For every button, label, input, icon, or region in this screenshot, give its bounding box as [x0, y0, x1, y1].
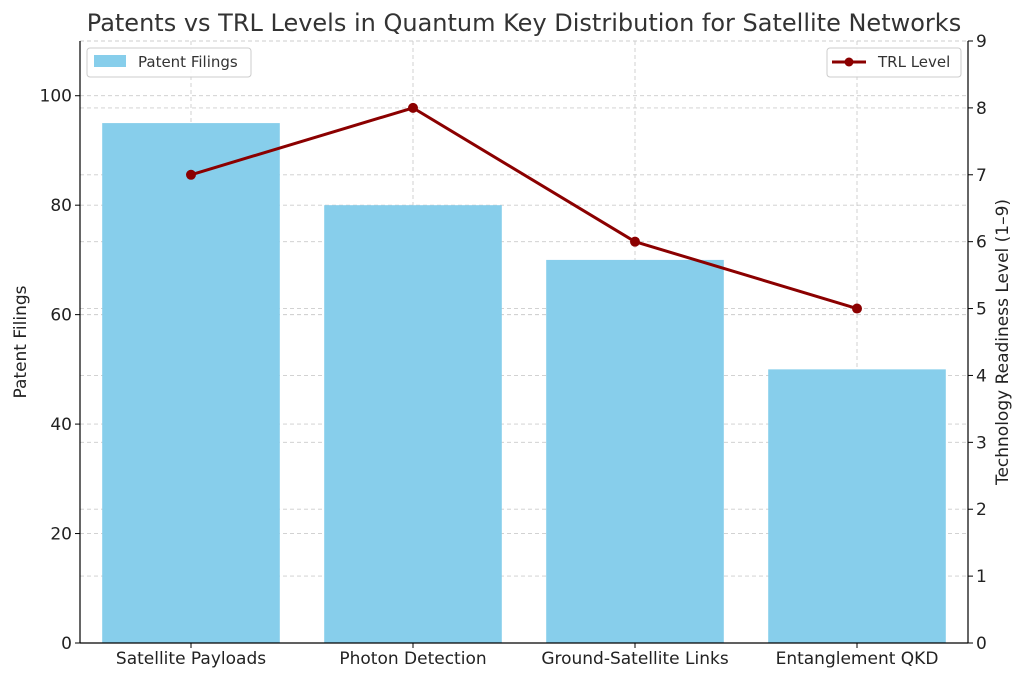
x-tick-label: Ground-Satellite Links [541, 649, 729, 669]
legend-line-marker [845, 58, 854, 67]
y2-tick-label: 0 [976, 634, 987, 654]
x-tick-label: Entanglement QKD [776, 649, 939, 669]
y2-tick-label: 3 [976, 433, 987, 453]
y2-tick-label: 7 [976, 166, 987, 186]
trl-point [852, 304, 862, 314]
bar [324, 205, 502, 643]
y2-tick-label: 4 [976, 366, 987, 386]
y-axis-title: Patent Filings [11, 285, 31, 398]
y2-axis-title: Technology Readiness Level (1–9) [993, 199, 1013, 486]
legend-line-label: TRL Level [877, 53, 950, 71]
y-tick-label: 100 [40, 87, 72, 107]
x-tick-labels: Satellite Payloads Photon Detection Ground… [116, 649, 939, 669]
legend-patent-filings: Patent Filings [87, 48, 251, 77]
legend-bar-swatch [94, 55, 126, 67]
legend-bar-label: Patent Filings [138, 53, 238, 71]
y-tick-label: 40 [50, 415, 72, 435]
bar [546, 260, 724, 643]
trl-point [630, 237, 640, 247]
y2-tick-label: 1 [976, 567, 987, 587]
y2-tick-label: 5 [976, 300, 987, 320]
bars [102, 123, 946, 643]
y2-tick-label: 2 [976, 500, 987, 520]
trl-point [186, 170, 196, 180]
trl-point [408, 103, 418, 113]
y2-tick-label: 8 [976, 99, 987, 119]
bar [768, 369, 946, 643]
x-tick-label: Photon Detection [339, 649, 486, 669]
y-tick-label: 0 [61, 634, 72, 654]
y2-tick-label: 9 [976, 32, 987, 52]
x-tick-label: Satellite Payloads [116, 649, 266, 669]
y-tick-label: 80 [50, 196, 72, 216]
chart-title: Patents vs TRL Levels in Quantum Key Dis… [87, 9, 961, 37]
bar [102, 123, 280, 643]
y-tick-labels: 0 20 40 60 80 100 [40, 87, 72, 654]
y2-tick-labels: 0 1 2 3 4 5 6 7 8 9 [976, 32, 987, 654]
legend-trl-level: TRL Level [827, 48, 961, 77]
y-tick-label: 20 [50, 525, 72, 545]
y2-tick-label: 6 [976, 233, 987, 253]
y-tick-label: 60 [50, 306, 72, 326]
trl-line [191, 108, 857, 309]
trl-line-series [186, 103, 862, 314]
